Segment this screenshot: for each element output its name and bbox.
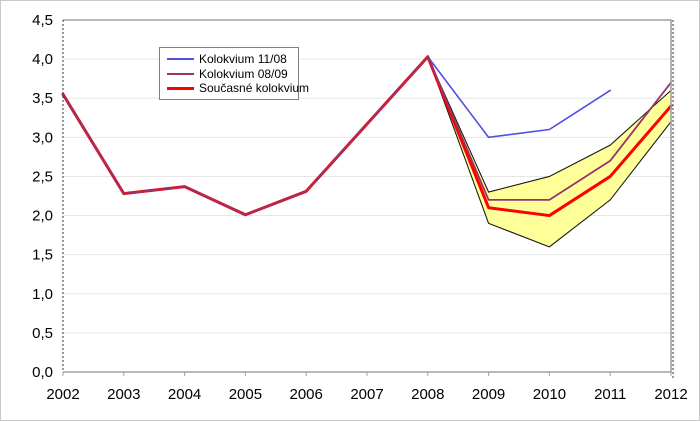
legend-label: Kolokvium 11/08: [199, 51, 287, 66]
x-tick-label: 2009: [472, 386, 505, 403]
x-tick-label: 2005: [229, 386, 262, 403]
y-tick-label: 1,5: [32, 247, 53, 264]
x-tick-label: 2004: [168, 386, 201, 403]
x-tick-label: 2006: [290, 386, 323, 403]
x-tick-label: 2008: [411, 386, 444, 403]
y-tick-label: 2,5: [32, 168, 53, 185]
y-tick-label: 3,0: [32, 129, 53, 146]
legend-item-soucasne-kolokvium: Současné kolokvium: [167, 82, 309, 94]
legend-item-kolokvium-11-08: Kolokvium 11/08: [167, 53, 293, 65]
y-tick-label: 1,0: [32, 286, 53, 303]
uncertainty-band: [427, 56, 671, 247]
y-tick-label: 0,5: [32, 325, 53, 342]
y-tick-label: 0,0: [32, 364, 53, 381]
series-line-kolokvium-08-09: [62, 55, 672, 216]
legend-item-kolokvium-08-09: Kolokvium 08/09: [167, 68, 293, 80]
x-tick-label: 2012: [654, 386, 687, 403]
legend-label: Současné kolokvium: [199, 81, 310, 96]
y-tick-label: 4,5: [32, 12, 53, 29]
y-tick-label: 2,0: [32, 208, 53, 225]
x-tick-label: 2007: [350, 386, 383, 403]
y-tick-label: 3,5: [32, 90, 53, 107]
x-tick-label: 2003: [107, 386, 140, 403]
y-tick-label: 4,0: [32, 51, 53, 68]
x-tick-label: 2011: [594, 386, 626, 403]
x-tick-label: 2002: [46, 386, 79, 403]
legend-line-swatch-blue: [167, 57, 194, 60]
band-upper-edge: [427, 56, 672, 193]
legend-line-swatch-red: [167, 87, 194, 90]
legend-line-swatch-purple: [167, 72, 194, 75]
x-tick-label: 2010: [533, 386, 566, 403]
chart-legend: Kolokvium 11/08 Kolokvium 08/09 Současné…: [159, 47, 309, 100]
band-lower-edge: [427, 56, 672, 248]
legend-label: Kolokvium 08/09: [199, 66, 288, 81]
